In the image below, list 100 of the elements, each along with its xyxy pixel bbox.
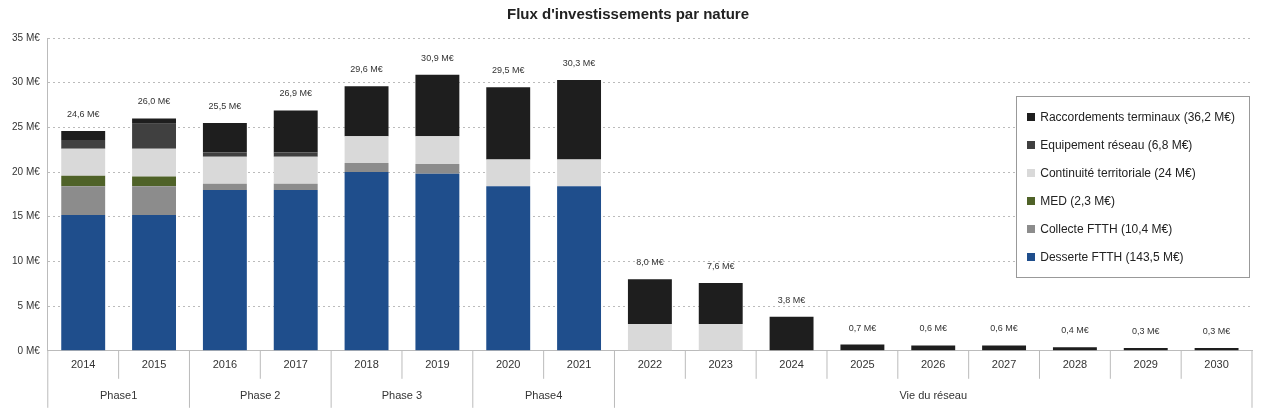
total-label: 0,6 M€ bbox=[990, 323, 1018, 334]
bar bbox=[61, 139, 106, 149]
total-label: 0,3 M€ bbox=[1202, 326, 1231, 337]
x-tick-label: 2018 bbox=[354, 358, 379, 371]
x-tick-label: 2021 bbox=[566, 358, 592, 371]
legend-label: Continuité territoriale (24 M€) bbox=[1040, 166, 1196, 180]
text: Phase4 bbox=[524, 388, 563, 401]
y-tick-label: 35 M€ bbox=[12, 31, 41, 43]
bar bbox=[132, 123, 177, 149]
x-tick-label: 2015 bbox=[141, 358, 167, 371]
text: Phase1 bbox=[99, 388, 138, 401]
x-tick-label: 2019 bbox=[425, 358, 450, 371]
bar bbox=[486, 87, 531, 160]
bar bbox=[344, 172, 389, 351]
bar bbox=[557, 186, 602, 351]
total-label: 0,4 M€ bbox=[1061, 325, 1089, 336]
total-label: 0,6 M€ bbox=[919, 323, 947, 334]
bar bbox=[273, 189, 318, 351]
bar bbox=[557, 159, 602, 187]
bar bbox=[415, 136, 460, 165]
bar bbox=[202, 156, 247, 184]
bar bbox=[344, 163, 389, 173]
x-tick-label: 2027 bbox=[991, 358, 1017, 371]
x-tick-label: 2020 bbox=[495, 358, 521, 371]
legend-label: Equipement réseau (6,8 M€) bbox=[1040, 138, 1193, 152]
total-label: 26,9 M€ bbox=[279, 88, 312, 99]
x-tick-label: 2022 bbox=[637, 358, 663, 371]
text: Phase 2 bbox=[240, 388, 281, 401]
x-tick-label: 2025 bbox=[850, 358, 875, 371]
bar bbox=[1123, 348, 1168, 351]
bar bbox=[1052, 347, 1097, 351]
bar bbox=[202, 152, 247, 157]
total-label: 29,6 M€ bbox=[350, 64, 383, 75]
bar bbox=[769, 316, 814, 351]
x-tick-label: 2014 bbox=[70, 358, 96, 371]
bar bbox=[486, 159, 531, 187]
bar bbox=[415, 164, 460, 174]
y-tick-label: 0 M€ bbox=[17, 344, 41, 356]
legend-label: Raccordements terminaux (36,2 M€) bbox=[1040, 110, 1235, 124]
total-label: 3,8 M€ bbox=[777, 294, 806, 305]
legend-label: MED (2,3 M€) bbox=[1040, 194, 1115, 208]
x-tick-label: 2016 bbox=[212, 358, 238, 371]
bar bbox=[132, 186, 177, 215]
x-tick-label: 2024 bbox=[779, 358, 804, 371]
bar bbox=[273, 183, 318, 190]
total-label: 7,6 M€ bbox=[706, 260, 735, 271]
legend-label: Collecte FTTH (10,4 M€) bbox=[1040, 222, 1173, 236]
bar bbox=[273, 152, 318, 157]
x-tick-label: 2028 bbox=[1062, 358, 1088, 371]
text: Phase 3 bbox=[381, 388, 423, 401]
bar bbox=[202, 183, 247, 190]
bar bbox=[273, 110, 318, 153]
bar bbox=[627, 279, 672, 324]
bar bbox=[698, 323, 743, 351]
bar bbox=[132, 214, 177, 351]
bar bbox=[557, 80, 602, 160]
bar bbox=[911, 345, 956, 351]
legend-label: Desserte FTTH (143,5 M€) bbox=[1040, 250, 1184, 264]
bar bbox=[273, 156, 318, 184]
bar bbox=[698, 282, 743, 324]
bar bbox=[627, 323, 672, 351]
bar bbox=[1194, 348, 1239, 351]
x-tick-label: 2026 bbox=[921, 358, 946, 371]
total-label: 26,0 M€ bbox=[137, 96, 171, 107]
total-label: 0,3 M€ bbox=[1131, 326, 1160, 337]
text: Vie du réseau bbox=[899, 388, 968, 401]
bar bbox=[61, 130, 106, 140]
total-label: 29,5 M€ bbox=[491, 65, 525, 76]
x-tick-label: 2030 bbox=[1204, 358, 1229, 371]
chart-title: Flux d'investissements par nature bbox=[507, 5, 749, 23]
y-tick-label: 25 M€ bbox=[12, 121, 41, 133]
x-tick-label: 2023 bbox=[708, 358, 733, 371]
y-tick-label: 20 M€ bbox=[12, 165, 41, 177]
x-tick-label: 2029 bbox=[1133, 358, 1158, 371]
bar bbox=[61, 175, 106, 187]
bar bbox=[344, 86, 389, 137]
y-tick-label: 15 M€ bbox=[12, 210, 41, 222]
bar bbox=[132, 176, 177, 187]
bar bbox=[132, 118, 177, 124]
total-label: 0,7 M€ bbox=[848, 322, 877, 333]
total-label: 25,5 M€ bbox=[208, 100, 242, 111]
bar bbox=[61, 214, 106, 351]
y-tick-label: 10 M€ bbox=[12, 255, 41, 267]
bar bbox=[202, 122, 247, 153]
bar bbox=[61, 186, 106, 215]
total-label: 30,3 M€ bbox=[562, 58, 596, 68]
bar bbox=[344, 136, 389, 164]
x-tick-label: 2017 bbox=[283, 358, 308, 371]
bar bbox=[982, 345, 1027, 351]
bar bbox=[61, 148, 106, 176]
bar bbox=[132, 148, 177, 177]
y-tick-label: 30 M€ bbox=[12, 76, 41, 88]
total-label: 30,9 M€ bbox=[421, 52, 454, 63]
y-tick-label: 5 M€ bbox=[17, 299, 41, 311]
bar bbox=[415, 74, 460, 137]
bar bbox=[415, 173, 460, 351]
total-label: 24,6 M€ bbox=[66, 108, 100, 119]
bar bbox=[202, 189, 247, 351]
bar bbox=[486, 186, 531, 351]
total-label: 8,0 M€ bbox=[636, 257, 664, 268]
